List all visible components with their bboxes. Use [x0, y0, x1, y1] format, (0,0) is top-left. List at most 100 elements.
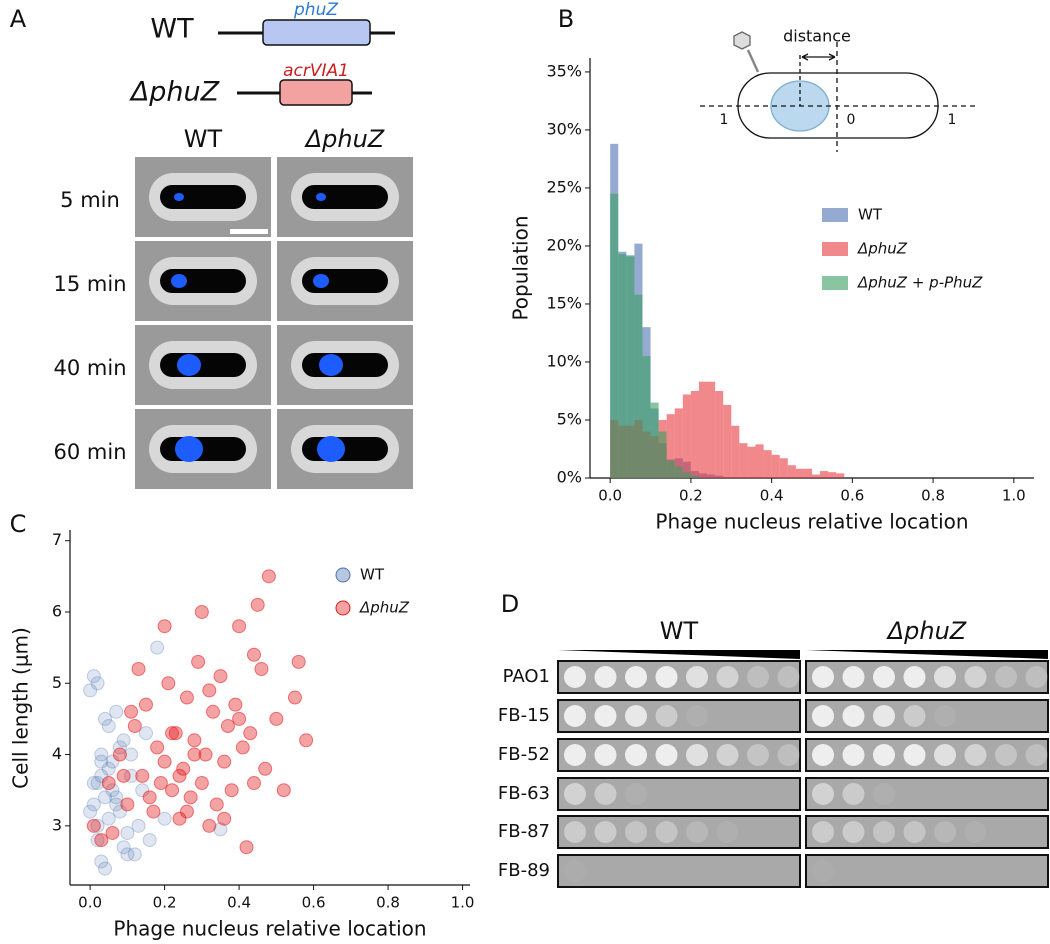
plaque-spot: [717, 705, 739, 727]
legend-swatch: [822, 276, 848, 290]
plaque-spot: [904, 860, 926, 882]
plaque-spot: [594, 783, 617, 805]
scatter-point: [101, 761, 116, 776]
plaque-spot: [625, 744, 647, 766]
scatter-point: [261, 569, 276, 584]
scatter-point: [246, 776, 261, 791]
plaque-spot: [625, 821, 647, 843]
plaque-spot: [934, 744, 956, 766]
x-tick-label: 0.8: [921, 487, 945, 505]
scatter-point: [232, 711, 247, 726]
plaque-spot: [564, 821, 586, 843]
histogram-bar: [690, 475, 699, 478]
y-tick-label: 0%: [557, 468, 582, 487]
scatter-point: [165, 783, 180, 798]
scatter-point: [98, 790, 113, 805]
plaque-spot: [686, 860, 708, 882]
scatter-point: [112, 740, 127, 755]
scatter-point: [131, 818, 146, 833]
column-header: ΔphuZ: [886, 617, 967, 645]
plaque-spot: [686, 705, 708, 727]
y-tick-label: 35%: [546, 61, 582, 80]
scatter-point: [94, 747, 109, 762]
histogram-bar: [682, 472, 691, 478]
scatter-point: [127, 847, 142, 862]
scatter-point: [90, 833, 105, 848]
x-tick-label: 1.0: [451, 894, 475, 912]
y-tick-label: 5%: [557, 409, 582, 428]
scatter-point: [98, 711, 113, 726]
histogram-bar: [610, 193, 619, 478]
scatter-point: [112, 747, 127, 762]
x-tick-label: 0.6: [840, 487, 864, 505]
histogram-bar: [690, 390, 699, 478]
plaque-spot: [778, 705, 800, 727]
scatter-point: [176, 761, 191, 776]
scatter-point: [109, 790, 124, 805]
plaque-spot: [903, 744, 926, 766]
cell-body: [302, 353, 388, 377]
y-tick-label: 5: [52, 673, 62, 692]
plaque-spot: [686, 744, 708, 766]
plate-strip: [557, 815, 801, 849]
row-label: FB-52: [498, 744, 550, 765]
plaque-spot: [964, 821, 987, 843]
plaque-spot: [934, 705, 956, 727]
plaque-spot: [965, 705, 987, 727]
row-label: 60 min: [54, 440, 127, 464]
plaque-spot: [625, 860, 647, 882]
plaque-spot: [1026, 705, 1048, 727]
histogram-bar: [771, 454, 780, 478]
x-tick-label: 0.0: [598, 487, 622, 505]
y-tick-label: 15%: [546, 293, 582, 312]
cell-body: [160, 185, 246, 209]
scatter-point: [161, 676, 176, 691]
plaque-spot: [778, 821, 800, 843]
scale-bar: [230, 229, 268, 234]
annotation: 1: [948, 112, 957, 128]
dilution-wedge: [806, 650, 1048, 659]
plaque-spot: [934, 821, 956, 843]
plaque-spot: [686, 821, 708, 843]
plaque-spot: [964, 744, 987, 766]
plaque-spot: [842, 783, 865, 805]
scatter-point: [138, 726, 153, 741]
scatter-point: [83, 804, 98, 819]
scatter-point: [299, 733, 314, 748]
scatter-point: [217, 811, 232, 826]
legend-marker: [335, 600, 351, 616]
x-tick-label: 0.2: [153, 894, 177, 912]
plaque-spot: [747, 666, 769, 688]
legend-marker: [335, 567, 351, 583]
scatter-point: [179, 804, 194, 819]
plaque-spot: [594, 705, 617, 727]
plaque-spot: [903, 666, 926, 688]
scatter-point: [269, 711, 284, 726]
scatter-point: [246, 647, 261, 662]
scatter-point: [179, 690, 194, 705]
x-tick-label: 0.2: [679, 487, 703, 505]
plaque-spot: [564, 744, 586, 766]
scatter-point: [83, 683, 98, 698]
plaque-spot: [1025, 666, 1048, 688]
gene-label: acrVIA1: [283, 61, 349, 81]
plaque-spot: [655, 744, 678, 766]
plaque-spot: [965, 783, 987, 805]
panel-label: C: [10, 510, 27, 538]
scatter-point: [90, 676, 105, 691]
histogram-bar: [626, 256, 635, 478]
scatter-point: [86, 797, 101, 812]
scatter-point: [86, 818, 101, 833]
scatter-point: [213, 822, 228, 837]
nucleus: [175, 436, 203, 462]
x-axis-title: Phage nucleus relative location: [113, 917, 426, 941]
histogram-bar: [707, 381, 716, 478]
scatter-point: [217, 754, 232, 769]
x-tick-label: 1.0: [1002, 487, 1026, 505]
scatter-point: [202, 683, 217, 698]
scatter-point: [213, 669, 228, 684]
y-tick-label: 7: [52, 530, 62, 549]
plaque-spot: [873, 783, 895, 805]
scatter-point: [90, 776, 105, 791]
legend-swatch: [822, 208, 848, 222]
